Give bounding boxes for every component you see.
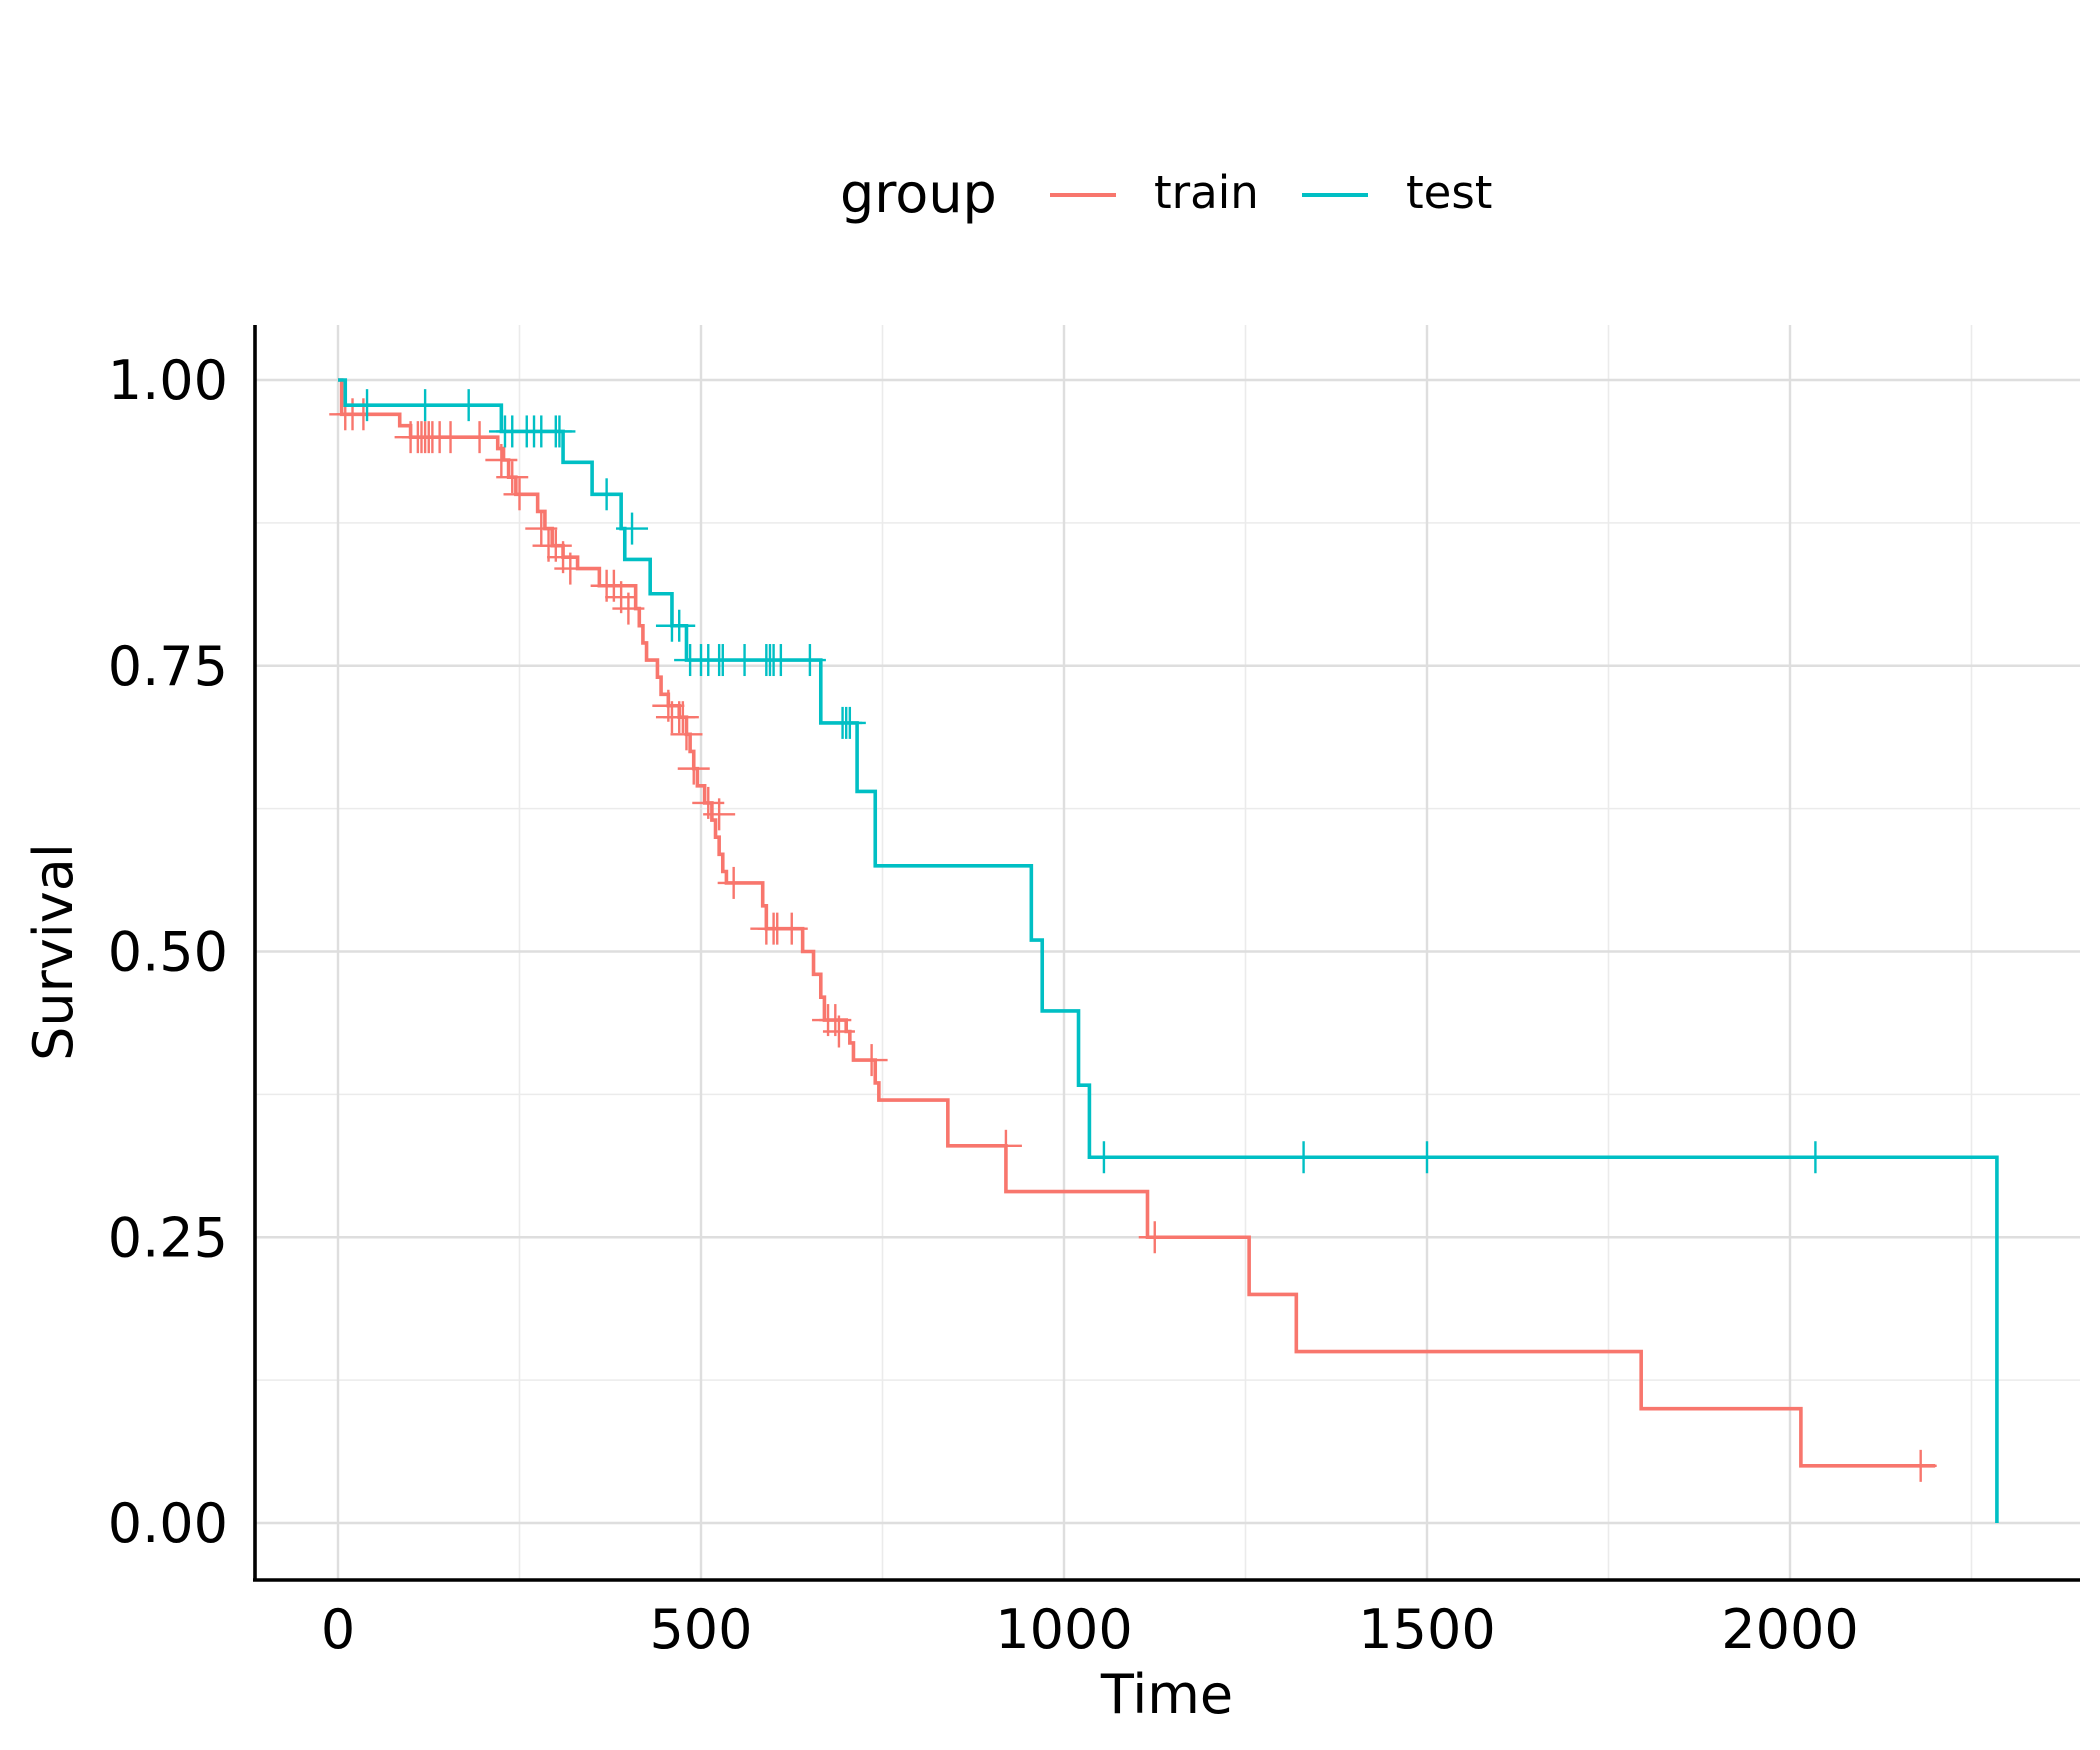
x-axis-title: Time — [1100, 1663, 1233, 1726]
legend: group train test — [840, 162, 1492, 225]
y-tick-label: 0.25 — [108, 1206, 228, 1269]
tick-labels: 0 500 1000 1500 2000 0.00 0.25 0.50 0.75 1.00 — [108, 349, 1859, 1661]
x-tick-label: 1000 — [995, 1598, 1132, 1661]
grid-major — [255, 325, 2080, 1580]
y-axis-title: Survival — [22, 843, 85, 1061]
x-tick-label: 0 — [321, 1598, 355, 1661]
y-tick-label: 0.50 — [108, 921, 228, 984]
y-tick-label: 0.75 — [108, 635, 228, 698]
x-tick-label: 500 — [649, 1598, 752, 1661]
legend-label-train: train — [1154, 166, 1259, 219]
y-tick-label: 0.00 — [108, 1492, 228, 1555]
series-line-train — [338, 378, 1936, 1468]
legend-label-test: test — [1406, 166, 1492, 219]
x-tick-label: 2000 — [1721, 1598, 1858, 1661]
axes — [253, 325, 2080, 1582]
legend-title: group — [840, 162, 997, 225]
y-tick-label: 1.00 — [108, 349, 228, 412]
x-tick-label: 1500 — [1358, 1598, 1495, 1661]
series-layer — [329, 378, 1999, 1523]
